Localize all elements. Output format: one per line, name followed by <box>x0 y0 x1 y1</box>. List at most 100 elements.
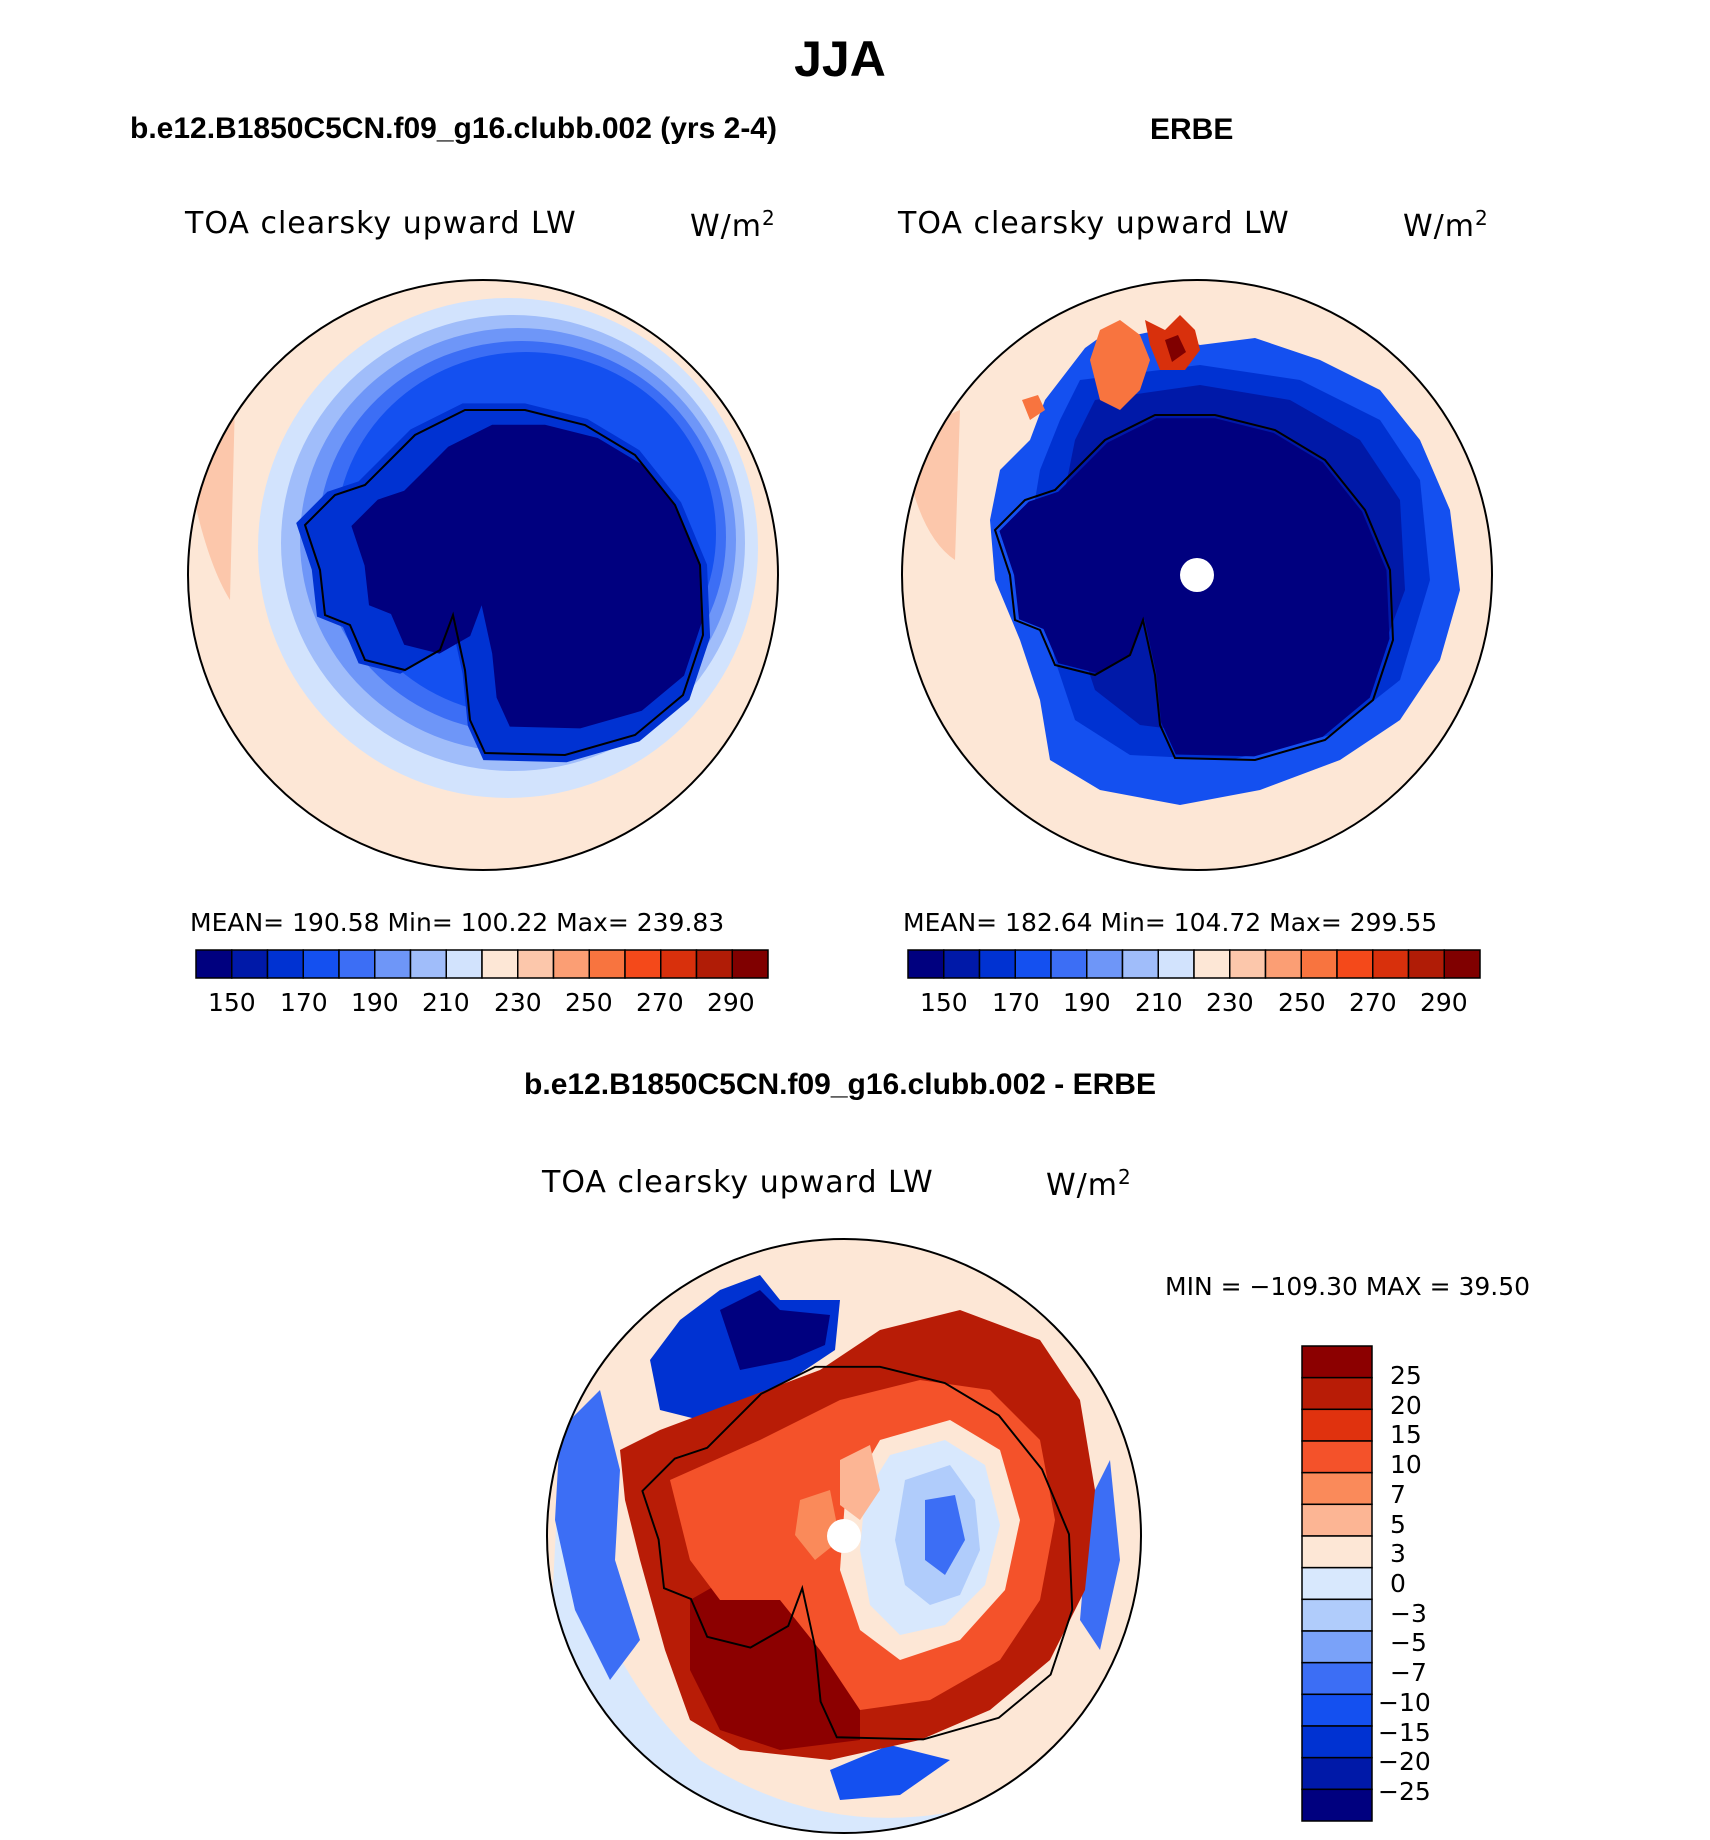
colorbar-box <box>1014 949 1052 979</box>
colorbar-box <box>409 949 447 979</box>
colorbar-box <box>374 949 412 979</box>
map-obs <box>902 280 1492 870</box>
panel-title-obs: ERBE <box>1150 113 1234 146</box>
cb-tick-obs: 250 <box>1278 988 1326 1017</box>
cb-tick-diff: 5 <box>1390 1510 1406 1539</box>
cb-tick-model: 290 <box>707 988 755 1017</box>
colorbar-box <box>1301 1408 1373 1442</box>
cb-tick-diff: −10 <box>1378 1688 1431 1717</box>
colorbar-box <box>1301 1440 1373 1474</box>
colorbar-box <box>978 949 1016 979</box>
colorbar-box <box>1193 949 1231 979</box>
cb-tick-diff: −25 <box>1378 1777 1431 1806</box>
diff-shade-neg10-interior <box>925 1495 965 1575</box>
diff-shade-neg10-west <box>555 1390 640 1680</box>
cb-tick-diff: −5 <box>1390 1628 1427 1657</box>
cb-tick-diff: 0 <box>1390 1569 1406 1598</box>
obs-missing-pole <box>1180 558 1214 592</box>
colorbar-box <box>1301 1661 1373 1696</box>
colorbar-box <box>517 949 555 979</box>
cb-tick-model: 210 <box>422 988 470 1017</box>
units-label-diff: W/m2 <box>1046 1165 1132 1203</box>
colorbar-box <box>1301 1535 1373 1569</box>
colorbar-box <box>1264 949 1302 979</box>
colorbar-box <box>1301 1345 1373 1379</box>
colorbar-box <box>660 949 698 979</box>
diff-shade-5 <box>840 1445 880 1520</box>
colorbar-box <box>1301 1756 1373 1791</box>
colorbar-box <box>1121 949 1159 979</box>
minmax-diff: MIN = −109.30 MAX = 39.50 <box>1165 1272 1531 1301</box>
obs-warm-speck <box>1022 395 1045 420</box>
colorbar-box <box>1443 949 1481 979</box>
cb-tick-model: 170 <box>280 988 328 1017</box>
variable-label-diff: TOA clearsky upward LW <box>542 1165 934 1200</box>
cb-tick-obs: 170 <box>992 988 1040 1017</box>
obs-warm-peak <box>1165 335 1186 362</box>
colorbar-diff <box>1301 1345 1373 1822</box>
colorbar-box <box>1229 949 1267 979</box>
cb-tick-obs: 210 <box>1135 988 1183 1017</box>
obs-warm-patch <box>1090 320 1150 410</box>
colorbar-box <box>943 949 981 979</box>
obs-shade-240-west <box>910 410 960 560</box>
colorbar-box <box>1300 949 1338 979</box>
panel-title-model: b.e12.B1850C5CN.f09_g16.clubb.002 (yrs 2… <box>130 112 777 145</box>
cb-tick-diff: 25 <box>1390 1361 1422 1390</box>
diff-shade-neg15-south <box>830 1745 950 1800</box>
colorbar-box <box>338 949 376 979</box>
colorbar-box <box>1301 1471 1373 1506</box>
variable-label-model: TOA clearsky upward LW <box>185 206 577 241</box>
colorbar-box <box>445 949 483 979</box>
cb-tick-model: 250 <box>565 988 613 1017</box>
cb-tick-obs: 190 <box>1063 988 1111 1017</box>
colorbar-box <box>907 949 945 979</box>
map-boundary-model <box>187 279 779 871</box>
cb-tick-diff: 3 <box>1390 1539 1406 1568</box>
colorbar-box <box>1301 1693 1373 1727</box>
colorbar-box <box>695 949 733 979</box>
colorbar-box <box>588 949 626 979</box>
colorbar-box <box>1301 1566 1373 1601</box>
colorbar-box <box>1050 949 1088 979</box>
units-label-obs: W/m2 <box>1403 206 1489 244</box>
cb-tick-model: 230 <box>494 988 542 1017</box>
cb-tick-diff: 15 <box>1390 1420 1422 1449</box>
map-model <box>188 280 778 870</box>
colorbar-box <box>1301 1598 1373 1632</box>
colorbar-obs <box>907 949 1481 979</box>
cb-tick-obs: 150 <box>920 988 968 1017</box>
cb-tick-diff: 10 <box>1390 1450 1422 1479</box>
colorbar-box <box>302 949 340 979</box>
colorbar-box <box>1157 949 1195 979</box>
cb-tick-model: 150 <box>208 988 256 1017</box>
colorbar-box <box>1372 949 1410 979</box>
diff-shade-neg25 <box>720 1290 830 1370</box>
cb-tick-diff: −20 <box>1378 1747 1431 1776</box>
cb-tick-diff: 7 <box>1390 1480 1406 1509</box>
cb-tick-diff: −7 <box>1390 1658 1427 1687</box>
colorbar-model <box>195 949 769 979</box>
colorbar-box <box>1301 1503 1373 1537</box>
panel-title-diff: b.e12.B1850C5CN.f09_g16.clubb.002 - ERBE <box>524 1068 1156 1101</box>
colorbar-box <box>624 949 662 979</box>
colorbar-box <box>1407 949 1445 979</box>
colorbar-box <box>231 949 269 979</box>
cb-tick-model: 190 <box>351 988 399 1017</box>
stats-model: MEAN= 190.58 Min= 100.22 Max= 239.83 <box>190 908 725 937</box>
colorbar-box <box>195 949 233 979</box>
cb-tick-obs: 270 <box>1349 988 1397 1017</box>
units-label-model: W/m2 <box>690 206 776 244</box>
cb-tick-obs: 230 <box>1206 988 1254 1017</box>
diff-missing-pole <box>827 1519 861 1553</box>
colorbar-box <box>1086 949 1124 979</box>
map-boundary-diff <box>546 1238 1142 1834</box>
colorbar-box <box>1301 1630 1373 1664</box>
cb-tick-diff: −15 <box>1378 1718 1431 1747</box>
colorbar-box <box>1301 1788 1373 1822</box>
colorbar-box <box>1301 1725 1373 1759</box>
cb-tick-model: 270 <box>636 988 684 1017</box>
colorbar-box <box>731 949 769 979</box>
colorbar-box <box>552 949 590 979</box>
